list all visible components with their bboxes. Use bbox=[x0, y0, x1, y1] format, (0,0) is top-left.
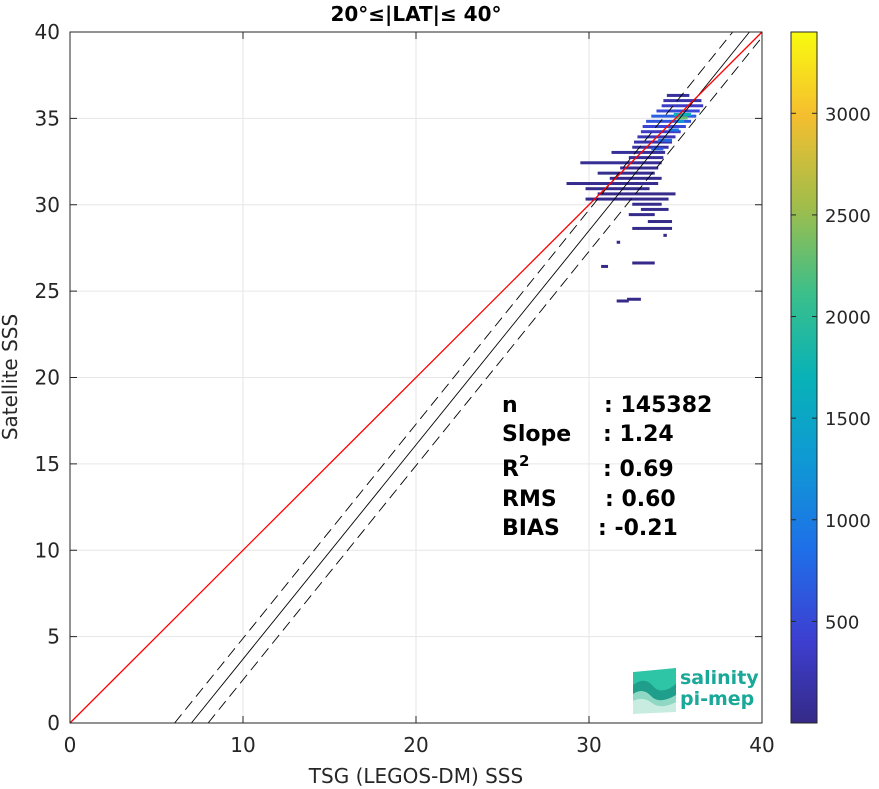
logo-waves-icon bbox=[633, 668, 676, 714]
x-tick-label: 10 bbox=[230, 733, 255, 757]
y-tick-label: 15 bbox=[35, 452, 60, 476]
y-tick-label: 20 bbox=[35, 366, 60, 390]
stat-r2-value: : 0.69 bbox=[603, 457, 674, 482]
colorbar bbox=[790, 31, 818, 724]
x-axis-label: TSG (LEGOS-DM) SSS bbox=[308, 764, 523, 788]
density-cell bbox=[651, 147, 664, 151]
stat-slope-value: : 1.24 bbox=[603, 422, 674, 447]
colorbar-ticks: 500 1000 1500 2000 2500 3000 bbox=[791, 104, 871, 633]
regression-upper-bound-line bbox=[174, 31, 734, 724]
stat-slope-label: Slope bbox=[502, 422, 571, 447]
density-cell bbox=[616, 299, 629, 303]
stat-n-value: : 145382 bbox=[604, 393, 712, 418]
stat-r2-letter: R bbox=[502, 457, 519, 482]
density-cell bbox=[640, 130, 681, 134]
density-cell bbox=[640, 207, 669, 211]
colorbar-tick-label: 3000 bbox=[825, 104, 871, 125]
density-cell bbox=[661, 104, 704, 108]
density-cell bbox=[658, 138, 673, 142]
y-axis-ticks: 0 5 10 15 20 25 30 35 40 bbox=[35, 20, 762, 735]
y-tick-label: 30 bbox=[35, 193, 60, 217]
y-tick-label: 35 bbox=[35, 106, 60, 130]
x-tick-label: 20 bbox=[403, 733, 428, 757]
density-cell bbox=[601, 264, 609, 268]
density-cell bbox=[616, 240, 621, 244]
colorbar-tick-label: 1000 bbox=[825, 511, 871, 532]
colorbar-tick-label: 500 bbox=[825, 612, 859, 633]
chart-title: 20°≤|LAT|≤ 40° bbox=[330, 2, 501, 26]
stat-r2-superscript: 2 bbox=[519, 452, 529, 470]
stat-rms-value: : 0.60 bbox=[605, 487, 676, 512]
density-cell bbox=[632, 261, 655, 265]
stats-block: n : 145382 Slope : 1.24 R2 : 0.69 RMS : … bbox=[502, 393, 712, 541]
reference-lines bbox=[69, 31, 763, 724]
density-cell bbox=[611, 150, 666, 154]
density-cell bbox=[632, 226, 673, 230]
density-cell bbox=[668, 128, 679, 132]
density-cell bbox=[663, 233, 667, 237]
x-axis-ticks: 0 10 20 30 40 bbox=[64, 32, 775, 757]
stat-rms-label: RMS bbox=[502, 487, 557, 512]
colorbar-tick-label: 1500 bbox=[825, 409, 871, 430]
x-tick-label: 30 bbox=[576, 733, 601, 757]
density-cell bbox=[566, 182, 659, 186]
density-cell bbox=[632, 145, 669, 149]
y-tick-label: 10 bbox=[35, 538, 60, 562]
y-tick-label: 0 bbox=[47, 711, 60, 735]
y-tick-label: 40 bbox=[35, 20, 60, 44]
density-cell bbox=[677, 119, 685, 123]
regression-line bbox=[191, 31, 750, 724]
density-cell bbox=[609, 176, 662, 180]
density-cell bbox=[632, 202, 662, 206]
density-cell bbox=[580, 161, 662, 165]
logo-line1: salinity bbox=[680, 667, 759, 689]
density-cell bbox=[585, 197, 669, 201]
x-tick-label: 0 bbox=[64, 733, 77, 757]
density-cell bbox=[627, 297, 641, 301]
density-cell bbox=[646, 119, 692, 123]
y-tick-label: 25 bbox=[35, 279, 60, 303]
salinity-pi-mep-logo: salinity pi-mep bbox=[633, 667, 759, 714]
identity-line bbox=[69, 31, 763, 724]
density-cell bbox=[597, 171, 655, 175]
density-cell bbox=[663, 99, 702, 103]
density-cell bbox=[647, 220, 673, 224]
density-cell bbox=[651, 114, 697, 118]
density-cell bbox=[628, 156, 664, 160]
stat-bias-value: : -0.21 bbox=[598, 516, 678, 541]
logo-line2: pi-mep bbox=[680, 688, 754, 710]
density-cell bbox=[628, 213, 655, 217]
colorbar-tick-label: 2500 bbox=[825, 206, 871, 227]
y-axis-label: Satellite SSS bbox=[0, 314, 22, 440]
density-cell bbox=[585, 187, 650, 191]
regression-lower-bound-line bbox=[207, 36, 763, 724]
density-cell bbox=[666, 93, 690, 97]
density-cell bbox=[633, 140, 673, 144]
density-cell bbox=[597, 192, 676, 196]
colorbar-tick-label: 2000 bbox=[825, 308, 871, 329]
y-tick-label: 5 bbox=[47, 625, 60, 649]
stat-r2-label: R2 bbox=[502, 452, 529, 482]
density-cell bbox=[656, 109, 700, 113]
density-cell bbox=[675, 116, 688, 120]
stat-bias-label: BIAS bbox=[502, 516, 560, 541]
stat-n-label: n bbox=[502, 393, 518, 418]
x-tick-label: 40 bbox=[749, 733, 774, 757]
density-cell bbox=[642, 125, 686, 129]
